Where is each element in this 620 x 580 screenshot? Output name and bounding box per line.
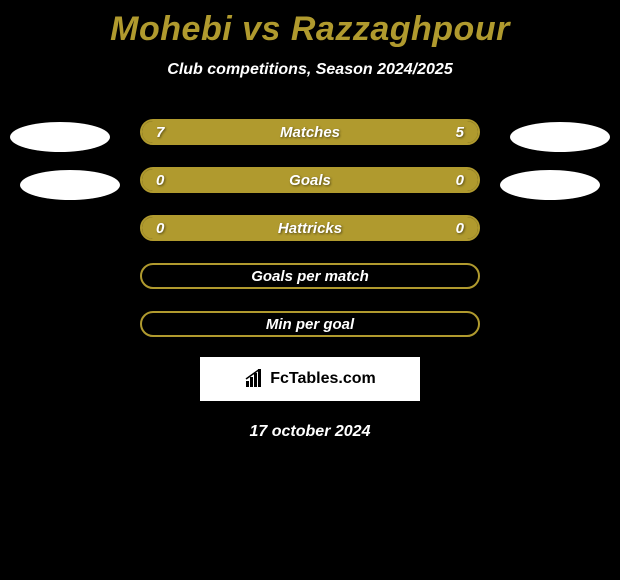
stat-value-right: 0: [456, 220, 464, 237]
stat-value-left: 0: [156, 172, 164, 189]
stat-value-left: 0: [156, 220, 164, 237]
brand-text: FcTables.com: [270, 370, 376, 388]
brand-box: FcTables.com: [200, 357, 420, 401]
stat-value-right: 0: [456, 172, 464, 189]
stat-value-right: 5: [456, 124, 464, 141]
page-title: Mohebi vs Razzaghpour: [0, 0, 620, 49]
date-text: 17 october 2024: [0, 423, 620, 441]
stat-row: Goals per match: [0, 263, 620, 289]
stat-bar-matches: 7 Matches 5: [140, 119, 480, 145]
stat-bar-goals-per-match: Goals per match: [140, 263, 480, 289]
stat-row: Min per goal: [0, 311, 620, 337]
stat-row: 0 Hattricks 0: [0, 215, 620, 241]
stat-bar-goals: 0 Goals 0: [140, 167, 480, 193]
stat-bar-min-per-goal: Min per goal: [140, 311, 480, 337]
subtitle: Club competitions, Season 2024/2025: [0, 61, 620, 79]
stat-bar-hattricks: 0 Hattricks 0: [140, 215, 480, 241]
stat-row: 7 Matches 5: [0, 119, 620, 145]
stat-value-left: 7: [156, 124, 164, 141]
stat-label: Goals: [289, 172, 331, 189]
chart-icon: [244, 369, 264, 389]
stat-label: Goals per match: [251, 268, 369, 285]
stat-label: Hattricks: [278, 220, 342, 237]
stat-label: Matches: [280, 124, 340, 141]
stat-label: Min per goal: [266, 316, 354, 333]
stat-row: 0 Goals 0: [0, 167, 620, 193]
